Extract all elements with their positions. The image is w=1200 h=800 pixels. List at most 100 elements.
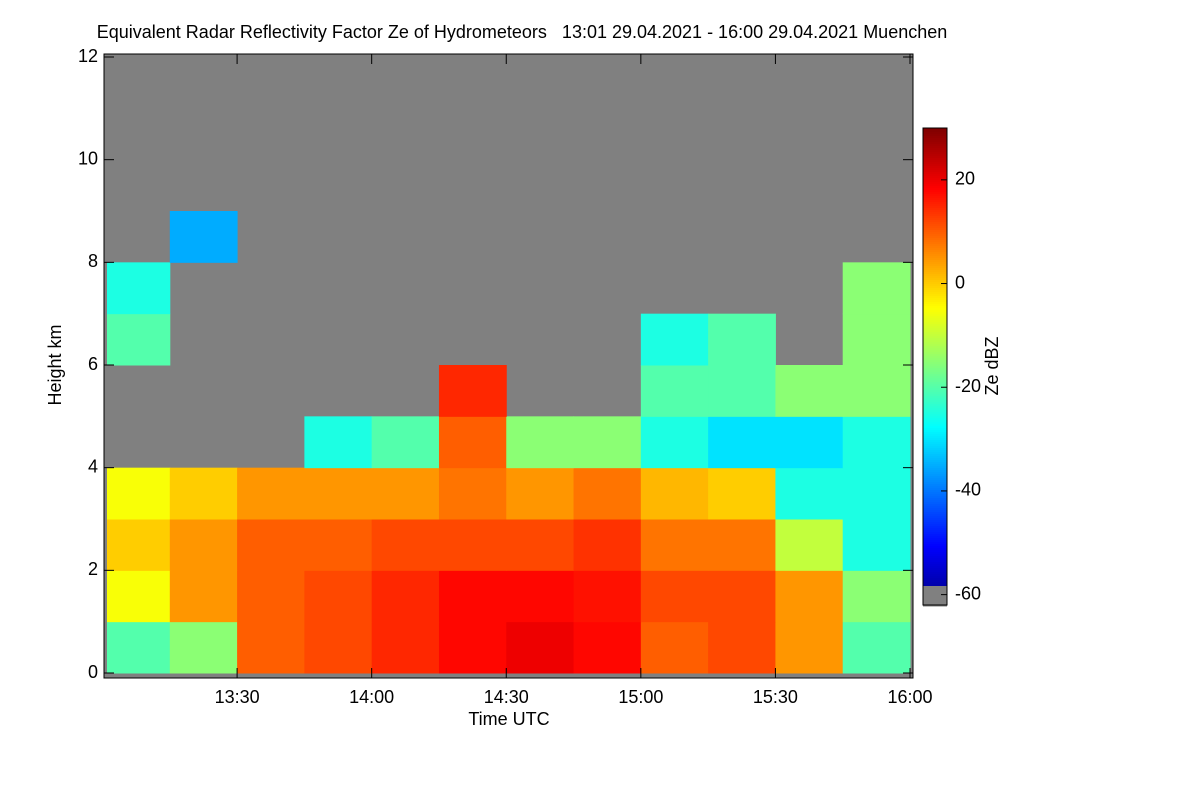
heatmap-cell — [842, 467, 911, 520]
colorbar-segment — [923, 348, 947, 351]
colorbar-segment — [923, 236, 947, 239]
colorbar-segment — [923, 590, 947, 593]
colorbar-segment — [923, 136, 947, 139]
colorbar-segment — [923, 430, 947, 433]
colorbar-segment — [923, 368, 947, 371]
colorbar-segment — [923, 280, 947, 283]
colorbar-segment — [923, 334, 947, 337]
colorbar-segment — [923, 500, 947, 503]
colorbar-segment — [923, 448, 947, 451]
heatmap-cell — [304, 467, 373, 520]
heatmap-cell — [708, 416, 776, 469]
colorbar-segment — [923, 202, 947, 205]
heatmap-cell — [107, 621, 171, 674]
colorbar-segment — [923, 308, 947, 311]
colorbar-segment — [923, 200, 947, 203]
colorbar-segment — [923, 316, 947, 319]
colorbar-segment — [923, 546, 947, 549]
colorbar-segment — [923, 592, 947, 595]
heatmap-cell — [842, 519, 911, 571]
colorbar-segment — [923, 380, 947, 383]
colorbar-segment — [923, 300, 947, 303]
colorbar-segment — [923, 460, 947, 463]
heatmap-cell — [506, 416, 575, 469]
colorbar-segment — [923, 208, 947, 211]
colorbar-segment — [923, 292, 947, 295]
colorbar-segment — [923, 228, 947, 231]
colorbar-segment — [923, 454, 947, 457]
colorbar-segment — [923, 446, 947, 449]
heatmap-cell — [842, 365, 911, 417]
colorbar-segment — [923, 186, 947, 189]
colorbar-segment — [923, 518, 947, 521]
heatmap-cell — [775, 570, 844, 623]
colorbar-segment — [923, 600, 947, 603]
colorbar-segment — [923, 152, 947, 155]
colorbar-segment — [923, 290, 947, 293]
colorbar-segment — [923, 244, 947, 247]
heatmap-cell — [506, 621, 575, 674]
colorbar-segment — [923, 284, 947, 287]
colorbar-segment — [923, 184, 947, 187]
colorbar-segment — [923, 304, 947, 307]
heatmap-cell — [708, 313, 776, 366]
colorbar-segment — [923, 484, 947, 487]
colorbar-segment — [923, 386, 947, 389]
colorbar-segment — [923, 320, 947, 323]
colorbar-segment — [923, 532, 947, 535]
colorbar-segment — [923, 146, 947, 149]
colorbar-segment — [923, 352, 947, 355]
colorbar-segment — [923, 558, 947, 561]
heatmap-cell — [107, 570, 171, 623]
colorbar-segment — [923, 160, 947, 163]
colorbar-segment — [923, 482, 947, 485]
colorbar-segment — [923, 270, 947, 273]
colorbar-segment — [923, 422, 947, 425]
colorbar-segment — [923, 170, 947, 173]
colorbar-segment — [923, 578, 947, 581]
colorbar-segment — [923, 278, 947, 281]
y-tick-label: 0 — [88, 662, 98, 682]
heatmap-cell — [237, 621, 305, 674]
colorbar-segment — [923, 568, 947, 571]
y-tick-label: 2 — [88, 559, 98, 579]
colorbar-tick-label: 0 — [955, 272, 965, 292]
colorbar-segment — [923, 204, 947, 207]
colorbar-segment — [923, 538, 947, 541]
colorbar-segment — [923, 168, 947, 171]
colorbar-segment — [923, 524, 947, 527]
heatmap-cell — [237, 467, 305, 520]
heatmap-cell — [371, 416, 440, 469]
heatmap-cell — [573, 467, 642, 520]
heatmap-cell — [775, 416, 844, 469]
colorbar-segment — [923, 574, 947, 577]
colorbar-segment — [923, 512, 947, 515]
colorbar-segment — [923, 354, 947, 357]
colorbar-segment — [923, 456, 947, 459]
heatmap-cell — [438, 467, 507, 520]
y-tick-label: 6 — [88, 354, 98, 374]
colorbar-segment — [923, 318, 947, 321]
colorbar-segment — [923, 370, 947, 373]
colorbar-segment — [923, 306, 947, 309]
heatmap-cell — [237, 519, 305, 571]
heatmap-cell — [573, 621, 642, 674]
colorbar-segment — [923, 246, 947, 249]
heatmap-cell — [304, 621, 373, 674]
heatmap-cell — [169, 211, 238, 263]
colorbar-segment — [923, 164, 947, 167]
colorbar-segment — [923, 408, 947, 411]
colorbar-segment — [923, 514, 947, 517]
colorbar-segment — [923, 258, 947, 261]
colorbar-segment — [923, 252, 947, 255]
colorbar-frame — [922, 127, 948, 606]
colorbar-segment — [923, 540, 947, 543]
colorbar-label: Ze dBZ — [982, 336, 1002, 395]
colorbar-segment — [923, 344, 947, 347]
colorbar-segment — [923, 582, 947, 585]
heatmap-cell — [640, 416, 709, 469]
colorbar-segment — [923, 156, 947, 159]
colorbar-segment — [923, 510, 947, 513]
heatmap-cell — [708, 467, 776, 520]
heatmap-cell — [708, 519, 776, 571]
